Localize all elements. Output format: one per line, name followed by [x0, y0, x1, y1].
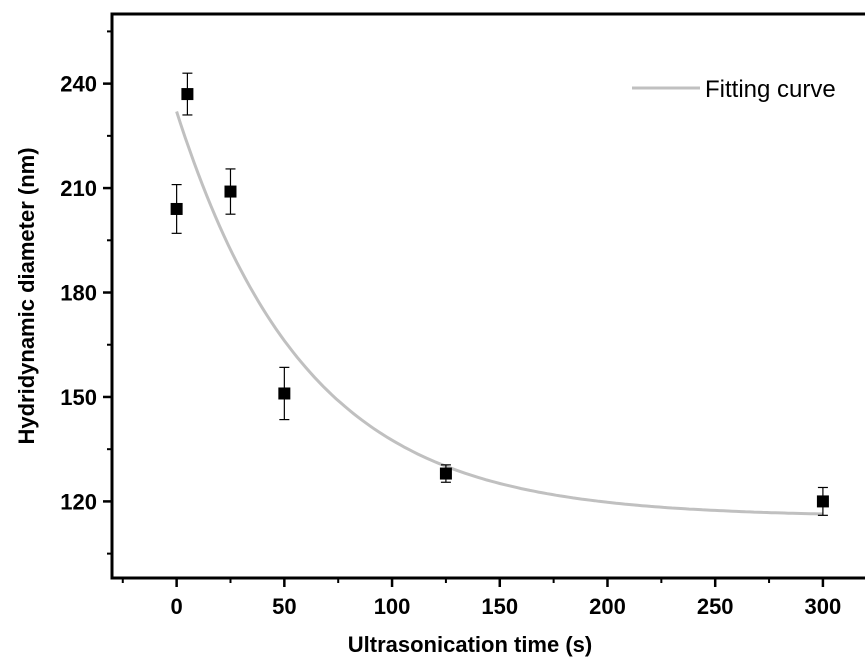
x-axis-title: Ultrasonication time (s): [348, 632, 592, 657]
data-points-layer: [170, 72, 829, 516]
x-tick-label: 250: [697, 594, 734, 619]
data-point: [224, 168, 237, 215]
legend-label-fitting-curve: Fitting curve: [705, 76, 836, 103]
y-tick-label: 180: [60, 281, 97, 306]
fit-curve-layer: [175, 111, 823, 516]
data-point: [816, 486, 829, 516]
data-marker: [278, 387, 291, 400]
data-marker: [439, 467, 452, 480]
data-marker: [170, 202, 183, 215]
y-tick-label: 150: [60, 385, 97, 410]
axes: [110, 12, 865, 580]
data-point: [181, 72, 194, 116]
x-tick-label: 150: [481, 594, 518, 619]
data-marker: [224, 185, 237, 198]
y-tick-label: 210: [60, 176, 97, 201]
data-marker: [816, 495, 829, 508]
ticks: 0 50 100 150 200 250 300 120 150 180 210 240: [60, 30, 842, 619]
data-point: [278, 366, 291, 421]
x-tick-label: 300: [805, 594, 842, 619]
fitting-curve-line: [175, 111, 823, 516]
x-tick-label: 0: [171, 594, 183, 619]
legend: Fitting curve: [632, 76, 836, 103]
y-tick-label: 240: [60, 72, 97, 97]
data-point: [439, 464, 452, 483]
y-axis-title: Hydridynamic diameter (nm): [14, 147, 39, 444]
x-tick-label: 200: [589, 594, 626, 619]
x-tick-label: 100: [374, 594, 411, 619]
y-tick-label: 120: [60, 489, 97, 514]
data-point: [170, 183, 183, 234]
x-tick-label: 50: [272, 594, 296, 619]
data-marker: [181, 88, 194, 101]
